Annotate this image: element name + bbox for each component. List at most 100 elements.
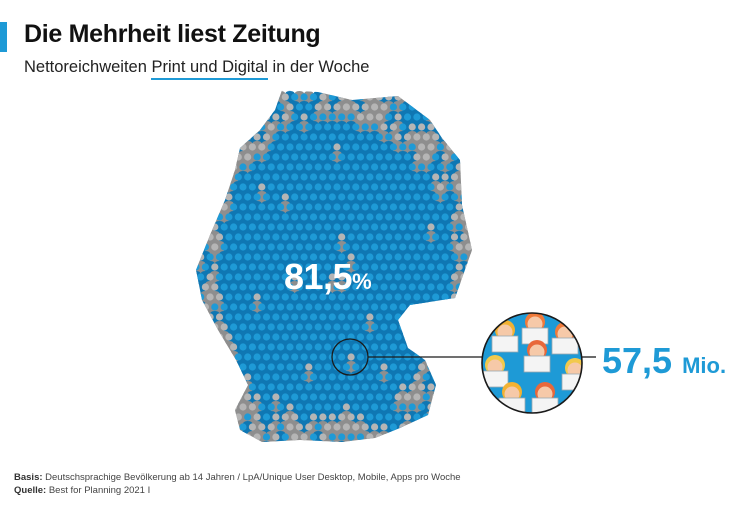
- reach-percentage-value: 81,5: [284, 256, 353, 297]
- reader-person-icon: [421, 333, 432, 354]
- reach-absolute-unit: Mio.: [682, 353, 727, 378]
- nonreader-person-icon: [402, 433, 413, 442]
- reader-person-icon: [196, 133, 206, 154]
- nonreader-person-icon: [196, 123, 201, 144]
- reader-person-icon: [209, 123, 220, 144]
- reader-person-icon: [449, 393, 460, 414]
- nonreader-person-icon: [463, 123, 472, 144]
- nonreader-person-icon: [289, 433, 300, 442]
- reader-person-icon: [219, 163, 230, 184]
- nonreader-person-icon: [317, 433, 328, 442]
- nonreader-person-icon: [449, 293, 460, 314]
- reader-person-icon: [468, 213, 472, 234]
- nonreader-person-icon: [209, 143, 220, 164]
- reader-person-icon: [280, 433, 291, 442]
- nonreader-person-icon: [440, 373, 451, 394]
- reader-person-icon: [196, 233, 206, 254]
- nonreader-person-icon: [435, 103, 446, 124]
- nonreader-person-icon: [196, 103, 201, 124]
- nonreader-person-icon: [196, 173, 206, 194]
- nonreader-person-icon: [435, 423, 446, 442]
- nonreader-person-icon: [463, 363, 472, 384]
- nonreader-person-icon: [458, 293, 469, 314]
- reader-person-icon: [435, 343, 446, 364]
- nonreader-person-icon: [205, 433, 216, 442]
- nonreader-person-icon: [454, 323, 465, 344]
- nonreader-person-icon: [449, 133, 460, 154]
- reader-person-icon: [196, 393, 206, 414]
- nonreader-person-icon: [242, 433, 253, 442]
- nonreader-person-icon: [209, 103, 220, 124]
- reader-person-icon: [468, 313, 472, 334]
- reader-person-icon: [416, 343, 427, 364]
- reader-face-icon: [498, 382, 526, 413]
- nonreader-person-icon: [435, 403, 446, 424]
- reader-person-icon: [196, 323, 201, 344]
- reader-person-icon: [209, 343, 220, 364]
- reader-person-icon: [200, 403, 211, 424]
- nonreader-person-icon: [449, 433, 460, 442]
- nonreader-person-icon: [449, 413, 460, 434]
- reader-person-icon: [444, 423, 455, 442]
- reader-person-icon: [209, 90, 220, 104]
- reader-person-icon: [435, 383, 446, 404]
- reader-person-icon: [407, 303, 418, 324]
- nonreader-person-icon: [416, 423, 427, 442]
- nonreader-person-icon: [196, 213, 206, 234]
- reader-person-icon: [233, 133, 244, 154]
- reader-person-icon: [440, 93, 451, 114]
- reader-person-icon: [454, 103, 465, 124]
- reader-person-icon: [411, 333, 422, 354]
- reach-percentage-unit: %: [352, 269, 372, 294]
- nonreader-person-icon: [458, 393, 469, 414]
- reader-person-icon: [214, 133, 225, 154]
- nonreader-person-icon: [219, 403, 230, 424]
- reader-person-icon: [214, 173, 225, 194]
- reader-person-icon: [214, 433, 225, 442]
- nonreader-person-icon: [252, 113, 263, 134]
- reader-person-icon: [458, 313, 469, 334]
- reader-person-icon: [261, 93, 272, 114]
- nonreader-person-icon: [219, 103, 230, 124]
- nonreader-person-icon: [228, 103, 239, 124]
- nonreader-person-icon: [430, 393, 441, 414]
- nonreader-person-icon: [458, 373, 469, 394]
- reader-person-icon: [426, 303, 436, 324]
- nonreader-person-icon: [440, 313, 451, 334]
- nonreader-person-icon: [468, 93, 472, 114]
- reader-person-icon: [196, 313, 206, 334]
- nonreader-person-icon: [468, 433, 472, 442]
- nonreader-person-icon: [454, 343, 465, 364]
- nonreader-person-icon: [238, 90, 248, 104]
- nonreader-person-icon: [219, 363, 230, 384]
- nonreader-person-icon: [200, 323, 211, 344]
- nonreader-person-icon: [426, 103, 436, 124]
- reader-person-icon: [468, 193, 472, 214]
- nonreader-person-icon: [256, 90, 267, 104]
- nonreader-person-icon: [223, 433, 234, 442]
- nonreader-person-icon: [228, 143, 239, 164]
- reader-person-icon: [209, 383, 220, 404]
- nonreader-person-icon: [196, 143, 201, 164]
- reader-person-icon: [430, 313, 441, 334]
- reader-person-icon: [238, 123, 248, 144]
- reader-person-icon: [200, 203, 211, 224]
- nonreader-person-icon: [458, 333, 469, 354]
- nonreader-person-icon: [252, 93, 263, 114]
- nonreader-person-icon: [196, 243, 201, 264]
- nonreader-person-icon: [242, 113, 253, 134]
- source-label: Quelle:: [14, 485, 47, 496]
- nonreader-person-icon: [374, 433, 385, 442]
- nonreader-person-icon: [444, 103, 455, 124]
- reader-person-icon: [468, 153, 472, 174]
- nonreader-person-icon: [214, 113, 225, 134]
- nonreader-person-icon: [299, 433, 310, 442]
- nonreader-person-icon: [426, 90, 436, 104]
- nonreader-person-icon: [205, 313, 216, 334]
- nonreader-person-icon: [214, 333, 225, 354]
- nonreader-person-icon: [252, 433, 263, 442]
- nonreader-person-icon: [444, 343, 455, 364]
- reader-person-icon: [444, 123, 455, 144]
- reader-person-icon: [416, 90, 427, 104]
- reader-person-icon: [402, 313, 413, 334]
